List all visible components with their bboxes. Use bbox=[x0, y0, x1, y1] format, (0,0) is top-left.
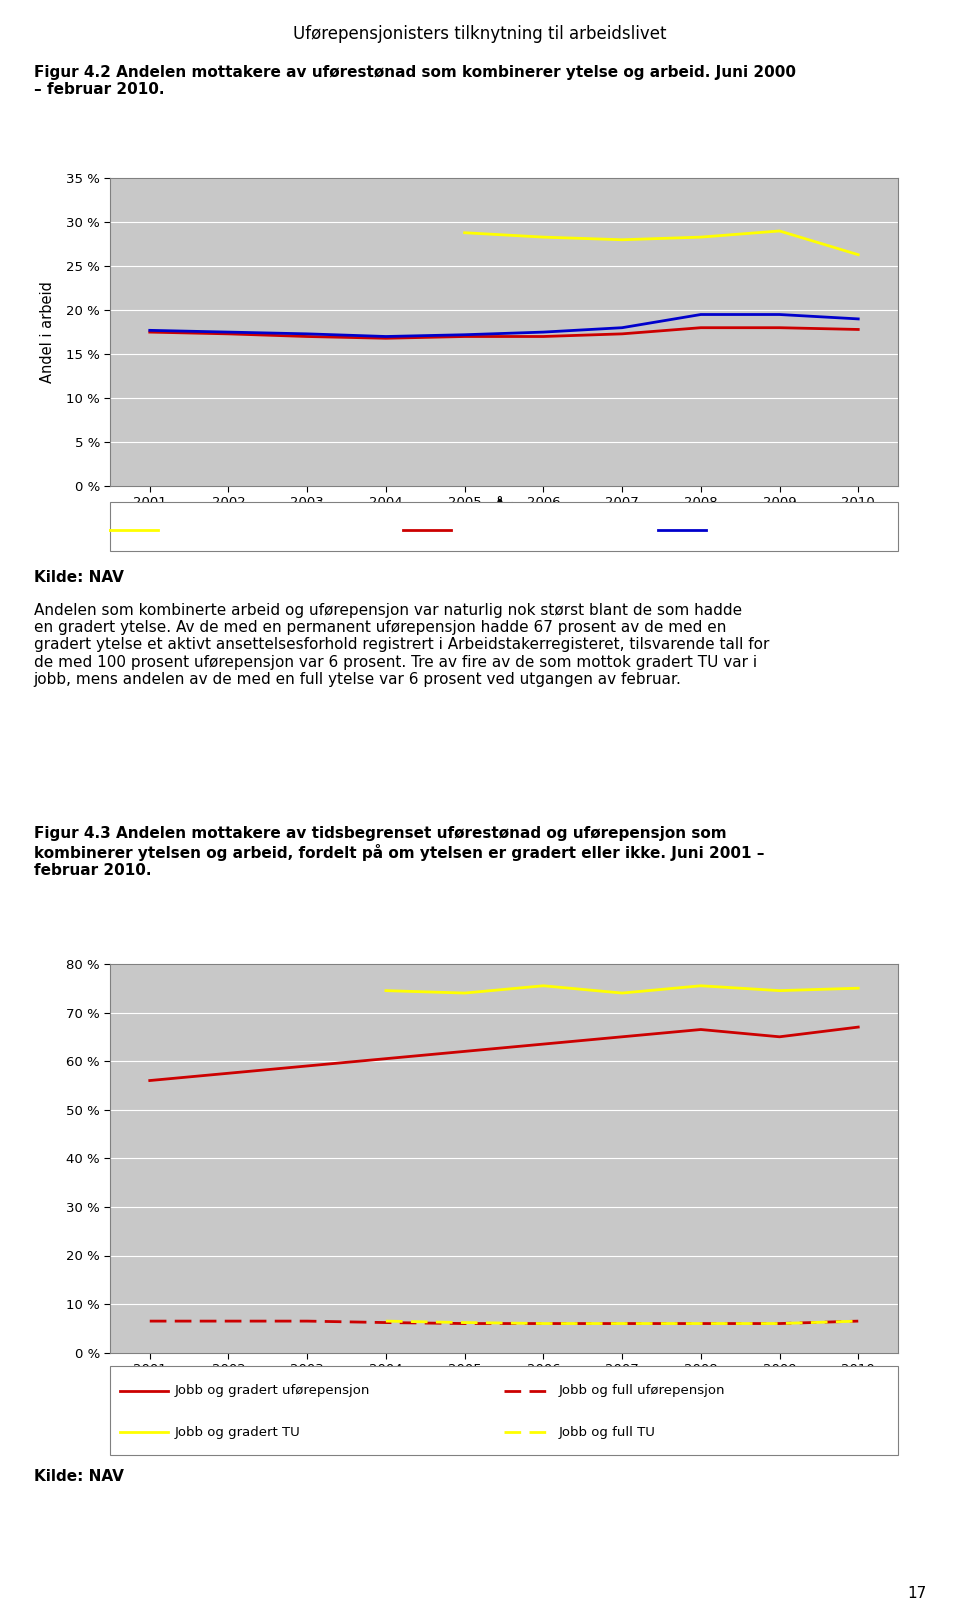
Text: Andelen som kombinerte arbeid og uførepensjon var naturlig nok størst blant de s: Andelen som kombinerte arbeid og uførepe… bbox=[34, 603, 769, 687]
Text: Jobb og full uførepensjon: Jobb og full uførepensjon bbox=[559, 1383, 725, 1396]
Text: Jobb og gradert TU: Jobb og gradert TU bbox=[175, 1426, 300, 1439]
Text: Kilde: NAV: Kilde: NAV bbox=[34, 570, 124, 585]
Text: Jobb og full TU: Jobb og full TU bbox=[559, 1426, 656, 1439]
Text: Jobb og uføreytelse: Jobb og uføreytelse bbox=[710, 523, 840, 536]
Text: Figur 4.3 Andelen mottakere av tidsbegrenset uførestønad og uførepensjon som
kom: Figur 4.3 Andelen mottakere av tidsbegre… bbox=[34, 826, 764, 878]
Text: Jobb og tidsbegrenset uførestønad: Jobb og tidsbegrenset uførestønad bbox=[163, 523, 394, 536]
Text: År: År bbox=[494, 499, 514, 514]
Text: Jobb og gradert uførepensjon: Jobb og gradert uførepensjon bbox=[175, 1383, 371, 1396]
Text: Uførepensjonisters tilknytning til arbeidslivet: Uførepensjonisters tilknytning til arbei… bbox=[293, 24, 667, 44]
Y-axis label: Andel i arbeid: Andel i arbeid bbox=[40, 282, 55, 382]
Text: Jobb og uførepensjon: Jobb og uførepensjon bbox=[456, 523, 597, 536]
Text: Kilde: NAV: Kilde: NAV bbox=[34, 1469, 124, 1484]
Text: 17: 17 bbox=[907, 1586, 926, 1601]
Text: Figur 4.2 Andelen mottakere av uførestønad som kombinerer ytelse og arbeid. Juni: Figur 4.2 Andelen mottakere av uførestøn… bbox=[34, 65, 796, 97]
